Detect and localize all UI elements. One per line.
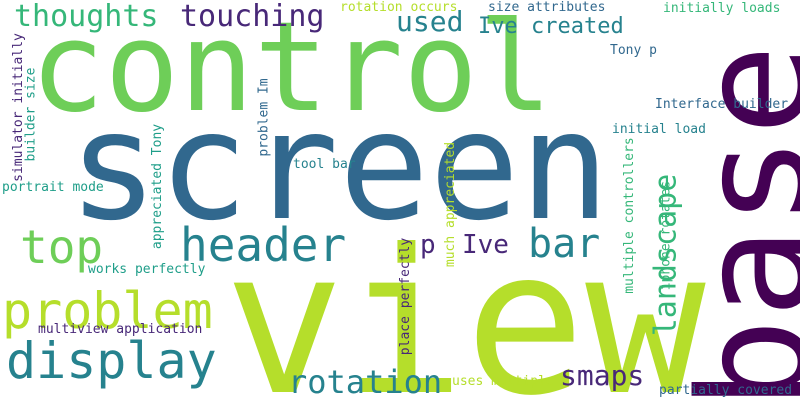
word-tool-bar: tool bar [293, 157, 356, 172]
word-size-attributes: size attributes [488, 0, 606, 15]
word-portrait-mode: portrait mode [2, 180, 104, 195]
word-bar: bar [528, 221, 601, 267]
word-thoughts: thoughts [14, 0, 159, 34]
word-works-perfectly: works perfectly [88, 262, 206, 277]
word-used: used [396, 5, 464, 38]
word-interface-builder: Interface builder [655, 97, 789, 112]
word-view: view [224, 207, 706, 400]
word-rotation-occurs: rotation occurs [340, 0, 458, 15]
word-screen: screen [68, 80, 610, 254]
word-p: p [420, 230, 436, 260]
word-much-appreciated: much appreciated [443, 141, 459, 268]
word-smaps: smaps [560, 359, 645, 392]
word-appreciated-tony: appreciated Tony [150, 123, 166, 250]
word-tony-p: Tony p [610, 43, 657, 58]
word-touching: touching [180, 0, 325, 34]
word-problem-im: problem Im [256, 78, 272, 157]
word-partially-covered: partially covered [659, 383, 793, 398]
word-problem: problem [2, 282, 213, 340]
word-ive: Ive [462, 230, 509, 260]
word-ive-created: Ive created [478, 14, 624, 39]
word-header: header [180, 218, 347, 272]
word-initially-loads: initially loads [663, 1, 781, 16]
word-initial-load: initial load [612, 122, 706, 137]
word-control: control [30, 0, 553, 140]
word-top: top [20, 220, 104, 274]
word-display: display [6, 332, 217, 390]
word-place-perfectly: place perfectly [398, 237, 414, 356]
word-iphone-rotates: iphone rotates [658, 180, 674, 291]
word-uses-multiple: uses multiple [452, 374, 554, 389]
word-builder-size: builder size [23, 67, 39, 162]
word-multiple-controllers: multiple controllers [621, 137, 637, 294]
word-rotation: rotation [288, 363, 443, 400]
word-multiview-application: multiview application [38, 322, 203, 337]
